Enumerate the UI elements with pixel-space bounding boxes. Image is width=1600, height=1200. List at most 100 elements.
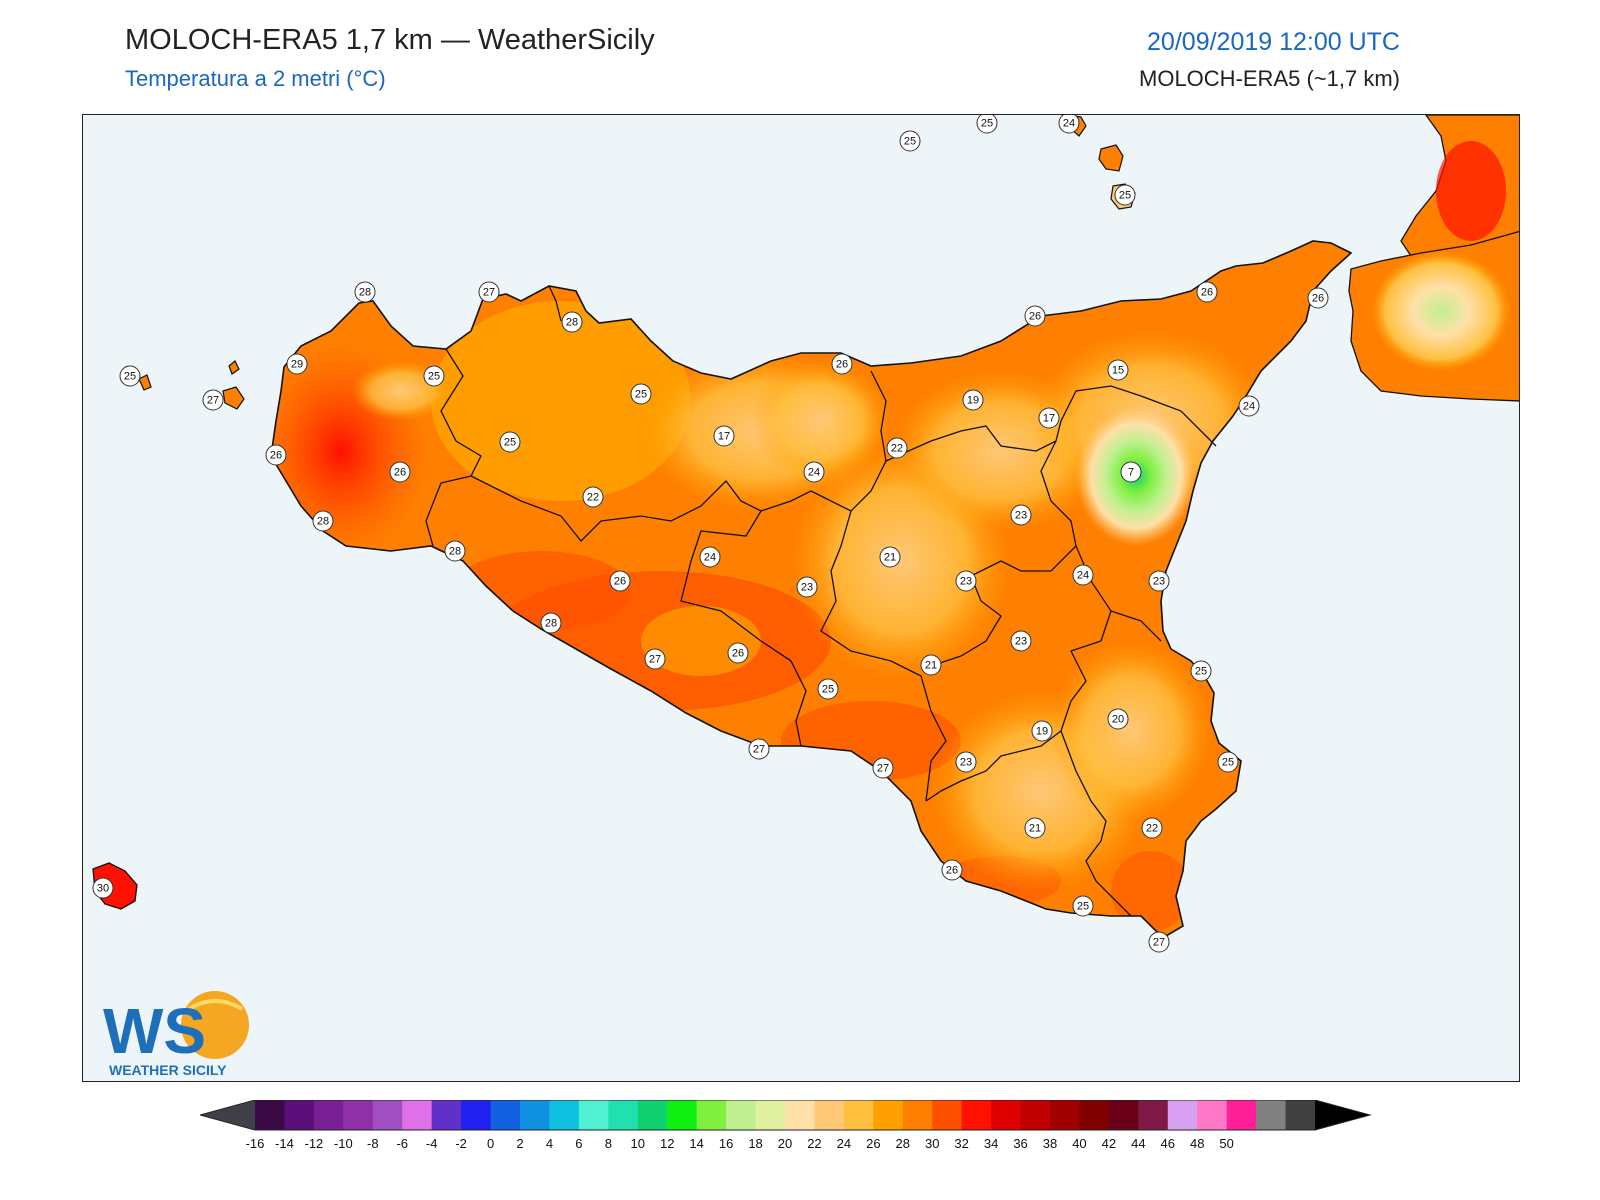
colorbar-cell (1226, 1100, 1257, 1130)
svg-text:25: 25 (428, 371, 440, 383)
svg-text:23: 23 (1015, 636, 1027, 648)
egadi-islands (138, 360, 245, 410)
svg-text:23: 23 (801, 582, 813, 594)
forecast-datetime: 20/09/2019 12:00 UTC (1147, 28, 1400, 56)
colorbar-cell (1108, 1100, 1139, 1130)
weathersicily-logo: WS WEATHER SICILY (97, 983, 257, 1081)
colorbar-tick-label: -14 (275, 1136, 294, 1151)
colorbar-tick-label: 26 (866, 1136, 880, 1151)
colorbar-cell (1285, 1100, 1316, 1130)
colorbar-cell (1138, 1100, 1169, 1130)
station-value: 26 (1024, 305, 1046, 327)
station-value: 28 (561, 311, 583, 333)
colorbar-tick-label: -10 (334, 1136, 353, 1151)
station-value: 26 (389, 461, 411, 483)
colorbar-cell (1197, 1100, 1228, 1130)
svg-text:20: 20 (1112, 714, 1124, 726)
colorbar-cell (961, 1100, 992, 1130)
svg-text:24: 24 (1243, 401, 1255, 413)
colorbar-tick-label: 24 (837, 1136, 851, 1151)
colorbar-tick-label: 50 (1219, 1136, 1233, 1151)
model-name: MOLOCH-ERA5 (~1,7 km) (1139, 66, 1400, 91)
svg-text:7: 7 (1128, 467, 1134, 479)
colorbar-tick-label: 16 (719, 1136, 733, 1151)
svg-text:25: 25 (635, 389, 647, 401)
colorbar-tick-label: -16 (246, 1136, 265, 1151)
svg-text:22: 22 (1146, 823, 1158, 835)
svg-text:25: 25 (1077, 901, 1089, 913)
station-value: 26 (941, 859, 963, 881)
svg-text:26: 26 (1029, 311, 1041, 323)
station-value: 17 (713, 425, 735, 447)
svg-text:17: 17 (1043, 413, 1055, 425)
svg-text:23: 23 (960, 576, 972, 588)
colorbar-cell (549, 1100, 580, 1130)
svg-text:28: 28 (317, 516, 329, 528)
svg-text:24: 24 (704, 552, 716, 564)
station-labels: 25 25 24 25 28 27 28 29 25 25 27 25 25 26 26 28 22 17 26 24… (92, 115, 1329, 953)
colorbar-cell (343, 1100, 374, 1130)
svg-text:22: 22 (587, 492, 599, 504)
colorbar-cell (814, 1100, 845, 1130)
map-title: MOLOCH-ERA5 1,7 km — WeatherSicily (125, 24, 655, 56)
colorbar-tick-label: 46 (1161, 1136, 1175, 1151)
station-value: 25 (423, 365, 445, 387)
colorbar-tick-label: 18 (748, 1136, 762, 1151)
colorbar-cell (991, 1100, 1022, 1130)
svg-text:25: 25 (1222, 757, 1234, 769)
colorbar-cell (520, 1100, 550, 1130)
station-value: 27 (478, 281, 500, 303)
station-value: 23 (955, 751, 977, 773)
colorbar-tick-label: -8 (367, 1136, 379, 1151)
svg-text:27: 27 (753, 744, 765, 756)
colorbar-cell (461, 1100, 492, 1130)
svg-text:WEATHER SICILY: WEATHER SICILY (109, 1062, 227, 1078)
colorbar-tick-label: 0 (487, 1136, 494, 1151)
station-value: 23 (1148, 570, 1170, 592)
map-panel[interactable]: 25 25 24 25 28 27 28 29 25 25 27 25 25 26 26 28 22 17 26 24… (82, 114, 1520, 1082)
svg-text:22: 22 (891, 443, 903, 455)
station-value: 26 (727, 642, 749, 664)
colorbar-tick-label: 4 (546, 1136, 553, 1151)
station-value: 26 (609, 570, 631, 592)
station-value: 7 (1120, 461, 1142, 483)
colorbar-min-arrow (200, 1100, 255, 1130)
station-value: 20 (1107, 708, 1129, 730)
colorbar-tick-label: 2 (516, 1136, 523, 1151)
station-value: 25 (899, 130, 921, 152)
station-value: 24 (1058, 115, 1080, 134)
colorbar-tick-label: 48 (1190, 1136, 1204, 1151)
station-value: 25 (1072, 895, 1094, 917)
svg-text:WS: WS (103, 995, 206, 1067)
colorbar-cell (1256, 1100, 1287, 1130)
svg-text:25: 25 (1195, 666, 1207, 678)
colorbar-cell (1079, 1100, 1110, 1130)
station-value: 26 (1307, 287, 1329, 309)
colorbar-cell (1020, 1100, 1051, 1130)
station-value: 25 (817, 678, 839, 700)
colorbar-cell (372, 1100, 403, 1130)
station-value: 24 (699, 546, 721, 568)
svg-text:28: 28 (359, 287, 371, 299)
colorbar-cell (755, 1100, 786, 1130)
colorbar-cell (313, 1100, 344, 1130)
station-value: 27 (748, 738, 770, 760)
colorbar-cell (490, 1100, 521, 1130)
colorbar-tick-label: 6 (575, 1136, 582, 1151)
station-value: 22 (582, 486, 604, 508)
colorbar-cell (873, 1100, 904, 1130)
colorbar-cell (578, 1100, 609, 1130)
colorbar-cell (696, 1100, 727, 1130)
colorbar-cell (667, 1100, 698, 1130)
colorbar-tick-label: 36 (1013, 1136, 1027, 1151)
svg-text:26: 26 (836, 359, 848, 371)
colorbar-cell (255, 1100, 285, 1130)
svg-text:23: 23 (1153, 576, 1165, 588)
colorbar-cell (932, 1100, 963, 1130)
station-value: 28 (540, 612, 562, 634)
colorbar-tick-label: 28 (896, 1136, 910, 1151)
station-value: 24 (1072, 564, 1094, 586)
svg-text:28: 28 (449, 546, 461, 558)
station-value: 30 (92, 877, 114, 899)
colorbar-tick-label: -12 (304, 1136, 323, 1151)
